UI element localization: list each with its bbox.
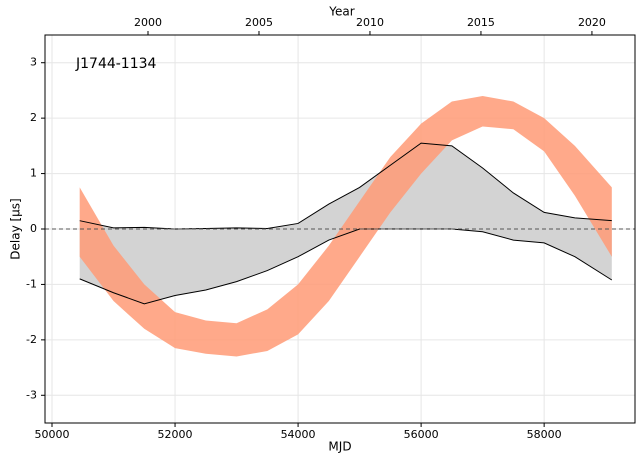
annotation: J1744-1134 xyxy=(75,56,157,72)
x-tick-label: 56000 xyxy=(404,428,439,441)
band-edge xyxy=(79,228,613,305)
y-tick-label: 3 xyxy=(30,56,37,69)
x-tick-label: 58000 xyxy=(527,428,562,441)
x-tick-label: 54000 xyxy=(281,428,316,441)
band-area xyxy=(79,95,612,357)
y-tick-label: -3 xyxy=(26,388,37,401)
x2-tick-label: 2010 xyxy=(356,16,384,29)
y-tick-label: -1 xyxy=(26,277,37,290)
x2-axis-label: Year xyxy=(328,5,354,19)
x-tick-label: 50000 xyxy=(35,428,70,441)
x-tick-label: 52000 xyxy=(158,428,193,441)
x2-tick-label: 2020 xyxy=(578,16,606,29)
y-tick-label: -2 xyxy=(26,333,37,346)
x2-tick-label: 2005 xyxy=(245,16,273,29)
x2-tick-label: 2015 xyxy=(467,16,495,29)
y-tick-label: 1 xyxy=(30,167,37,180)
y-axis-label: Delay [μs] xyxy=(9,198,23,259)
y-tick-label: 0 xyxy=(30,222,37,235)
y-tick-label: 2 xyxy=(30,111,37,124)
x2-tick-label: 2000 xyxy=(134,16,162,29)
x-axis-label: MJD xyxy=(328,440,351,454)
band-edge xyxy=(79,142,612,230)
